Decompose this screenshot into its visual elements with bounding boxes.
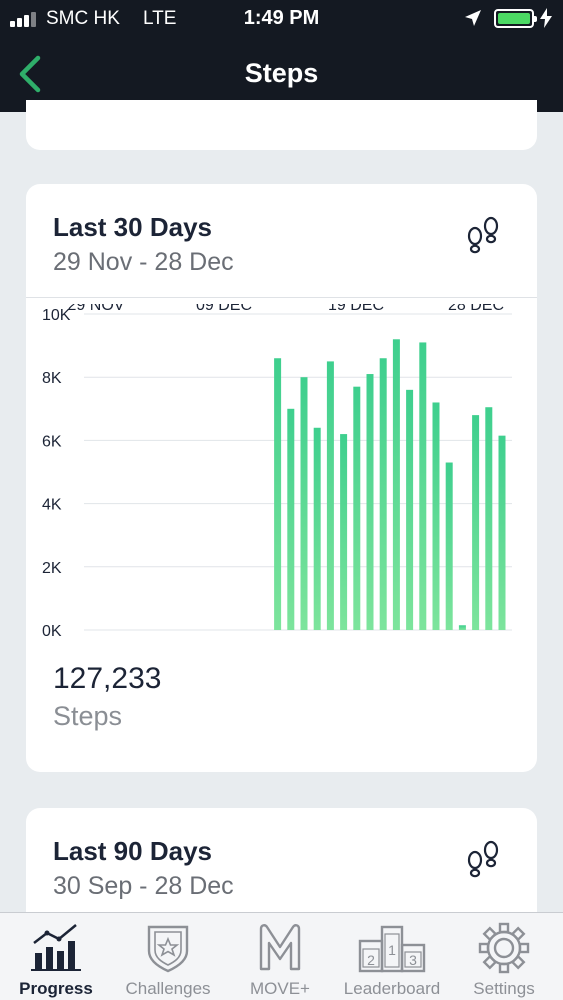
charging-bolt-icon bbox=[540, 8, 552, 28]
tab-label: Settings bbox=[473, 979, 535, 998]
podium-icon: 2 1 3 bbox=[358, 925, 426, 973]
signal-icon bbox=[10, 9, 40, 27]
y-tick-label: 8K bbox=[42, 370, 62, 387]
footprints-icon bbox=[467, 840, 499, 878]
previous-card bbox=[26, 100, 537, 150]
tab-label: MOVE+ bbox=[250, 979, 310, 998]
card-title: Last 30 Days bbox=[53, 212, 212, 242]
card-divider bbox=[26, 297, 537, 298]
steps-bar bbox=[326, 361, 334, 630]
steps-bar bbox=[432, 402, 440, 630]
steps-bar bbox=[287, 408, 295, 630]
steps-bar bbox=[498, 435, 506, 630]
y-tick-label: 6K bbox=[42, 433, 62, 450]
top-bar: SMC HK LTE 1:49 PM Steps bbox=[0, 0, 563, 112]
y-tick-label: 10K bbox=[42, 307, 71, 324]
steps-bar bbox=[274, 358, 282, 630]
status-bar: SMC HK LTE 1:49 PM bbox=[0, 0, 563, 40]
tab-leaderboard[interactable]: 2 1 3 Leaderboard bbox=[336, 913, 448, 1000]
tab-bar: Progress Challenges MOVE+ 2 1 3 Leaderbo… bbox=[0, 912, 563, 1000]
steps-bar bbox=[366, 374, 374, 630]
svg-text:2: 2 bbox=[367, 952, 375, 968]
last-30-days-card[interactable]: Last 30 Days 29 Nov - 28 Dec 0K 2K 4K 6K 8K 1… bbox=[26, 184, 537, 772]
steps-bar bbox=[445, 462, 453, 630]
steps-bar bbox=[379, 358, 387, 630]
tab-label: Leaderboard bbox=[343, 979, 441, 998]
gear-icon bbox=[478, 922, 530, 974]
carrier-name: SMC HK bbox=[46, 8, 120, 29]
badge-star-icon bbox=[147, 925, 189, 973]
steps-bar bbox=[313, 427, 321, 630]
page-title: Steps bbox=[244, 58, 319, 88]
steps-bar bbox=[485, 407, 493, 630]
steps-bar-chart: 0K 2K 4K 6K 8K 10K 29 NOV 09 DEC 19 DEC 28 DEC bbox=[42, 304, 512, 640]
x-tick-label: 28 DEC bbox=[448, 304, 504, 314]
total-steps-label: Steps bbox=[53, 701, 123, 731]
card-date-range: 29 Nov - 28 Dec bbox=[53, 248, 234, 276]
steps-bar bbox=[353, 386, 361, 630]
move-m-icon bbox=[259, 924, 301, 971]
steps-bar bbox=[406, 389, 414, 630]
y-tick-label: 0K bbox=[42, 623, 62, 640]
location-arrow-icon bbox=[465, 10, 481, 26]
progress-chart-icon bbox=[31, 924, 81, 971]
x-tick-label: 19 DEC bbox=[328, 304, 384, 314]
footprints-icon bbox=[467, 216, 499, 254]
steps-bar bbox=[340, 434, 348, 630]
steps-bar bbox=[458, 625, 466, 630]
tab-progress[interactable]: Progress bbox=[0, 913, 112, 1000]
svg-text:3: 3 bbox=[409, 952, 417, 968]
tab-settings[interactable]: Settings bbox=[448, 913, 560, 1000]
back-chevron-icon[interactable] bbox=[12, 52, 52, 96]
tab-move-plus[interactable]: MOVE+ bbox=[224, 913, 336, 1000]
tab-challenges[interactable]: Challenges bbox=[112, 913, 224, 1000]
steps-bar bbox=[392, 339, 400, 630]
tab-label: Challenges bbox=[125, 979, 211, 998]
steps-bar bbox=[300, 377, 308, 630]
steps-bar bbox=[472, 415, 480, 630]
tab-label: Progress bbox=[19, 979, 93, 998]
y-tick-label: 2K bbox=[42, 560, 62, 577]
x-tick-label: 09 DEC bbox=[196, 304, 252, 314]
total-steps-value: 127,233 bbox=[53, 662, 162, 695]
y-tick-label: 4K bbox=[42, 497, 62, 514]
svg-text:1: 1 bbox=[388, 942, 396, 958]
network-type: LTE bbox=[143, 8, 177, 29]
battery-icon bbox=[494, 9, 537, 28]
card-date-range: 30 Sep - 28 Dec bbox=[53, 872, 234, 900]
card-title: Last 90 Days bbox=[53, 836, 212, 866]
steps-bar bbox=[419, 342, 427, 630]
x-tick-label: 29 NOV bbox=[68, 304, 125, 314]
status-time: 1:49 PM bbox=[243, 7, 320, 29]
